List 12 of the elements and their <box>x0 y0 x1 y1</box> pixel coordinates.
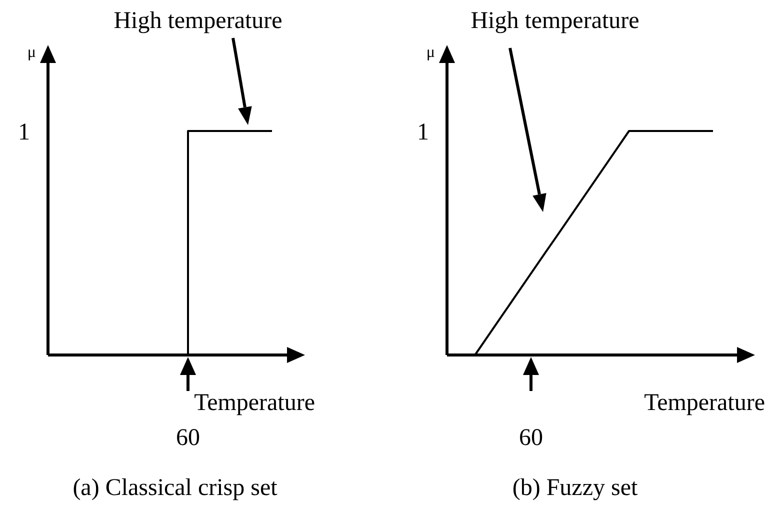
text: 1 <box>18 119 30 146</box>
text: High temperature <box>470 8 640 34</box>
text: (b) Fuzzy set <box>512 475 638 501</box>
x-axis-title: Temperature <box>194 390 315 416</box>
y-axis-title: μ <box>426 44 435 61</box>
text: 60 <box>519 425 543 451</box>
x-axis-title: Temperature <box>644 390 765 416</box>
text: High temperature <box>114 8 282 34</box>
text: 60 <box>176 425 200 451</box>
y-axis-title: μ <box>27 44 36 61</box>
text: (a) Classical crisp set <box>72 475 278 501</box>
text: 1 <box>417 119 429 146</box>
